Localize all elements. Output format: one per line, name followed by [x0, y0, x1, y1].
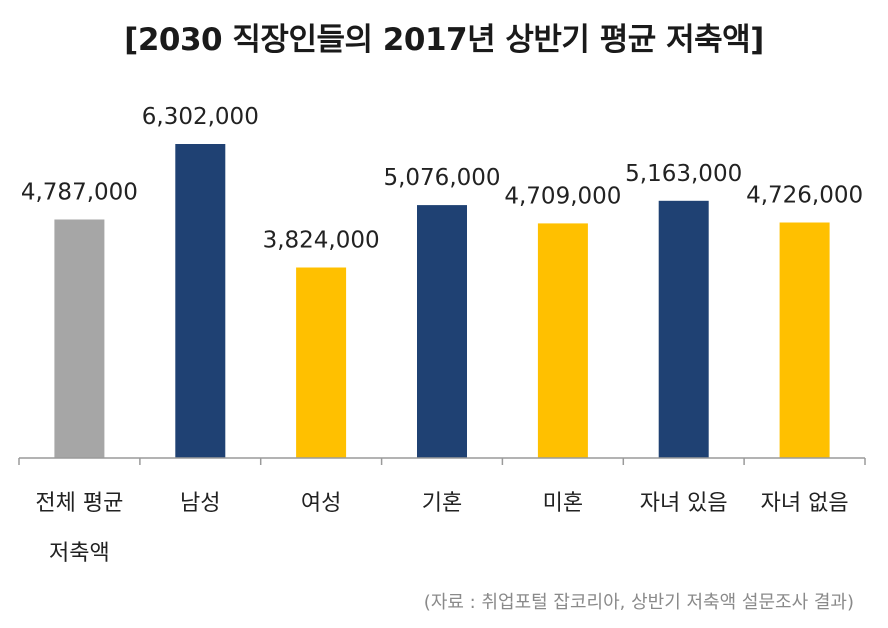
- chart-title: [2030 직장인들의 2017년 상반기 평균 저축액]: [124, 22, 764, 58]
- bar-4: [537, 223, 588, 458]
- bar-2: [296, 267, 347, 458]
- bars-layer: [54, 144, 830, 459]
- category-label-4-line-0: 미혼: [543, 491, 583, 516]
- bar-6: [779, 222, 830, 458]
- bar-chart: 4,787,000 6,302,000 3,824,000 5,076,0004,70…: [18, 104, 866, 566]
- category-label-4: 미혼: [543, 491, 583, 516]
- value-label-5: 5,163,000: [625, 161, 742, 187]
- category-label-3: 기혼: [422, 491, 462, 516]
- category-label-6: 자녀 없음: [761, 491, 849, 516]
- category-label-5-line-0: 자녀 있음: [640, 491, 728, 516]
- category-label-1-line-0: 남성: [180, 491, 220, 516]
- value-label-6: 4,726,000: [746, 183, 863, 209]
- value-label-2: 3,824,000: [263, 228, 380, 254]
- category-label-6-line-0: 자녀 없음: [761, 491, 849, 516]
- category-label-5: 자녀 있음: [640, 491, 728, 516]
- category-label-2-line-0: 여성: [301, 491, 341, 516]
- value-labels-layer: 4,787,000 6,302,000 3,824,000 5,076,0004,70…: [21, 104, 863, 254]
- x-axis: [18, 457, 866, 465]
- category-label-1: 남성: [180, 491, 220, 516]
- bar-3: [417, 205, 467, 458]
- value-label-0: 4,787,000: [21, 180, 138, 206]
- category-label-3-line-0: 기혼: [422, 491, 462, 516]
- source-note: (자료 : 취업포털 잡코리아, 상반기 저축액 설문조사 결과): [423, 592, 854, 613]
- category-label-0-line-0: 전체 평균: [35, 491, 123, 516]
- bar-0: [54, 219, 105, 458]
- value-label-3: 5,076,000: [383, 165, 500, 191]
- category-label-2: 여성: [301, 491, 341, 516]
- category-label-0-line-1: 저축액: [49, 541, 110, 566]
- bar-1: [175, 144, 226, 458]
- value-label-4: 4,709,000: [504, 183, 621, 209]
- value-label-1: 6,302,000: [142, 104, 259, 130]
- bar-5: [658, 200, 709, 459]
